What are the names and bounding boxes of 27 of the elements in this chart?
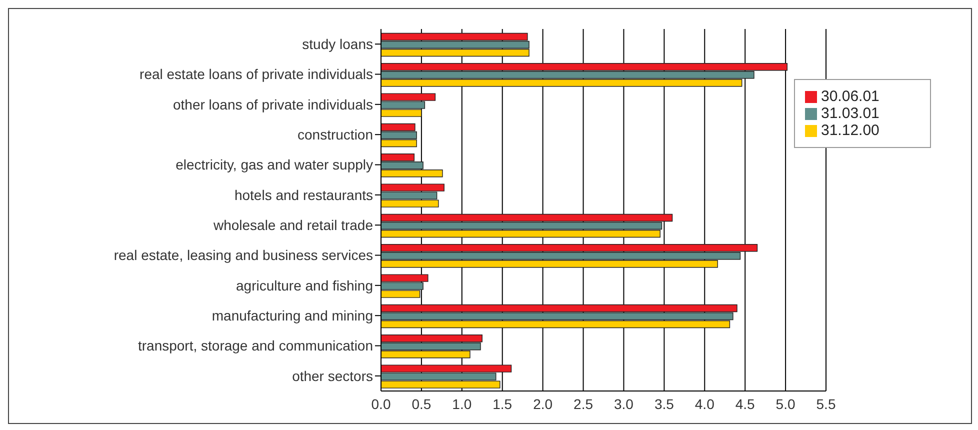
legend-label: 31.12.00 <box>821 122 880 139</box>
y-tick-label: agriculture and fishing <box>236 277 373 294</box>
x-tick-label: 5.5 <box>816 396 836 412</box>
y-tick-label: transport, storage and communication <box>138 338 373 354</box>
legend-label: 30.06.01 <box>821 88 880 105</box>
legend-label: 31.03.01 <box>821 105 880 122</box>
y-tick-label: study loans <box>302 36 373 52</box>
x-tick-label: 2.0 <box>533 396 553 412</box>
x-tick-label: 0.5 <box>412 396 432 412</box>
y-tick-label: manufacturing and mining <box>212 308 373 324</box>
y-tick-label: construction <box>298 126 373 143</box>
y-tick-label: other loans of private individuals <box>172 96 373 112</box>
y-tick-label: other sectors <box>292 368 373 384</box>
x-tick-label: 4.0 <box>694 396 715 412</box>
x-tick-label: 2.5 <box>574 396 594 412</box>
y-tick-label: hotels and restaurants <box>234 186 373 203</box>
x-tick-label: 3.0 <box>614 396 634 412</box>
x-tick-label: 1.0 <box>452 396 472 412</box>
y-tick-label: real estate, leasing and business services <box>114 247 373 264</box>
x-tick-label: 0.0 <box>371 396 391 412</box>
x-tick-label: 5.0 <box>776 396 796 412</box>
x-tick-label: 1.5 <box>492 396 512 412</box>
y-tick-label: wholesale and retail trade <box>212 217 374 234</box>
x-tick-label: 4.5 <box>735 396 756 412</box>
x-tick-label: 3.5 <box>654 396 674 412</box>
y-tick-label: real estate loans of private individuals <box>140 66 373 82</box>
y-tick-label: electricity, gas and water supply <box>176 156 373 173</box>
